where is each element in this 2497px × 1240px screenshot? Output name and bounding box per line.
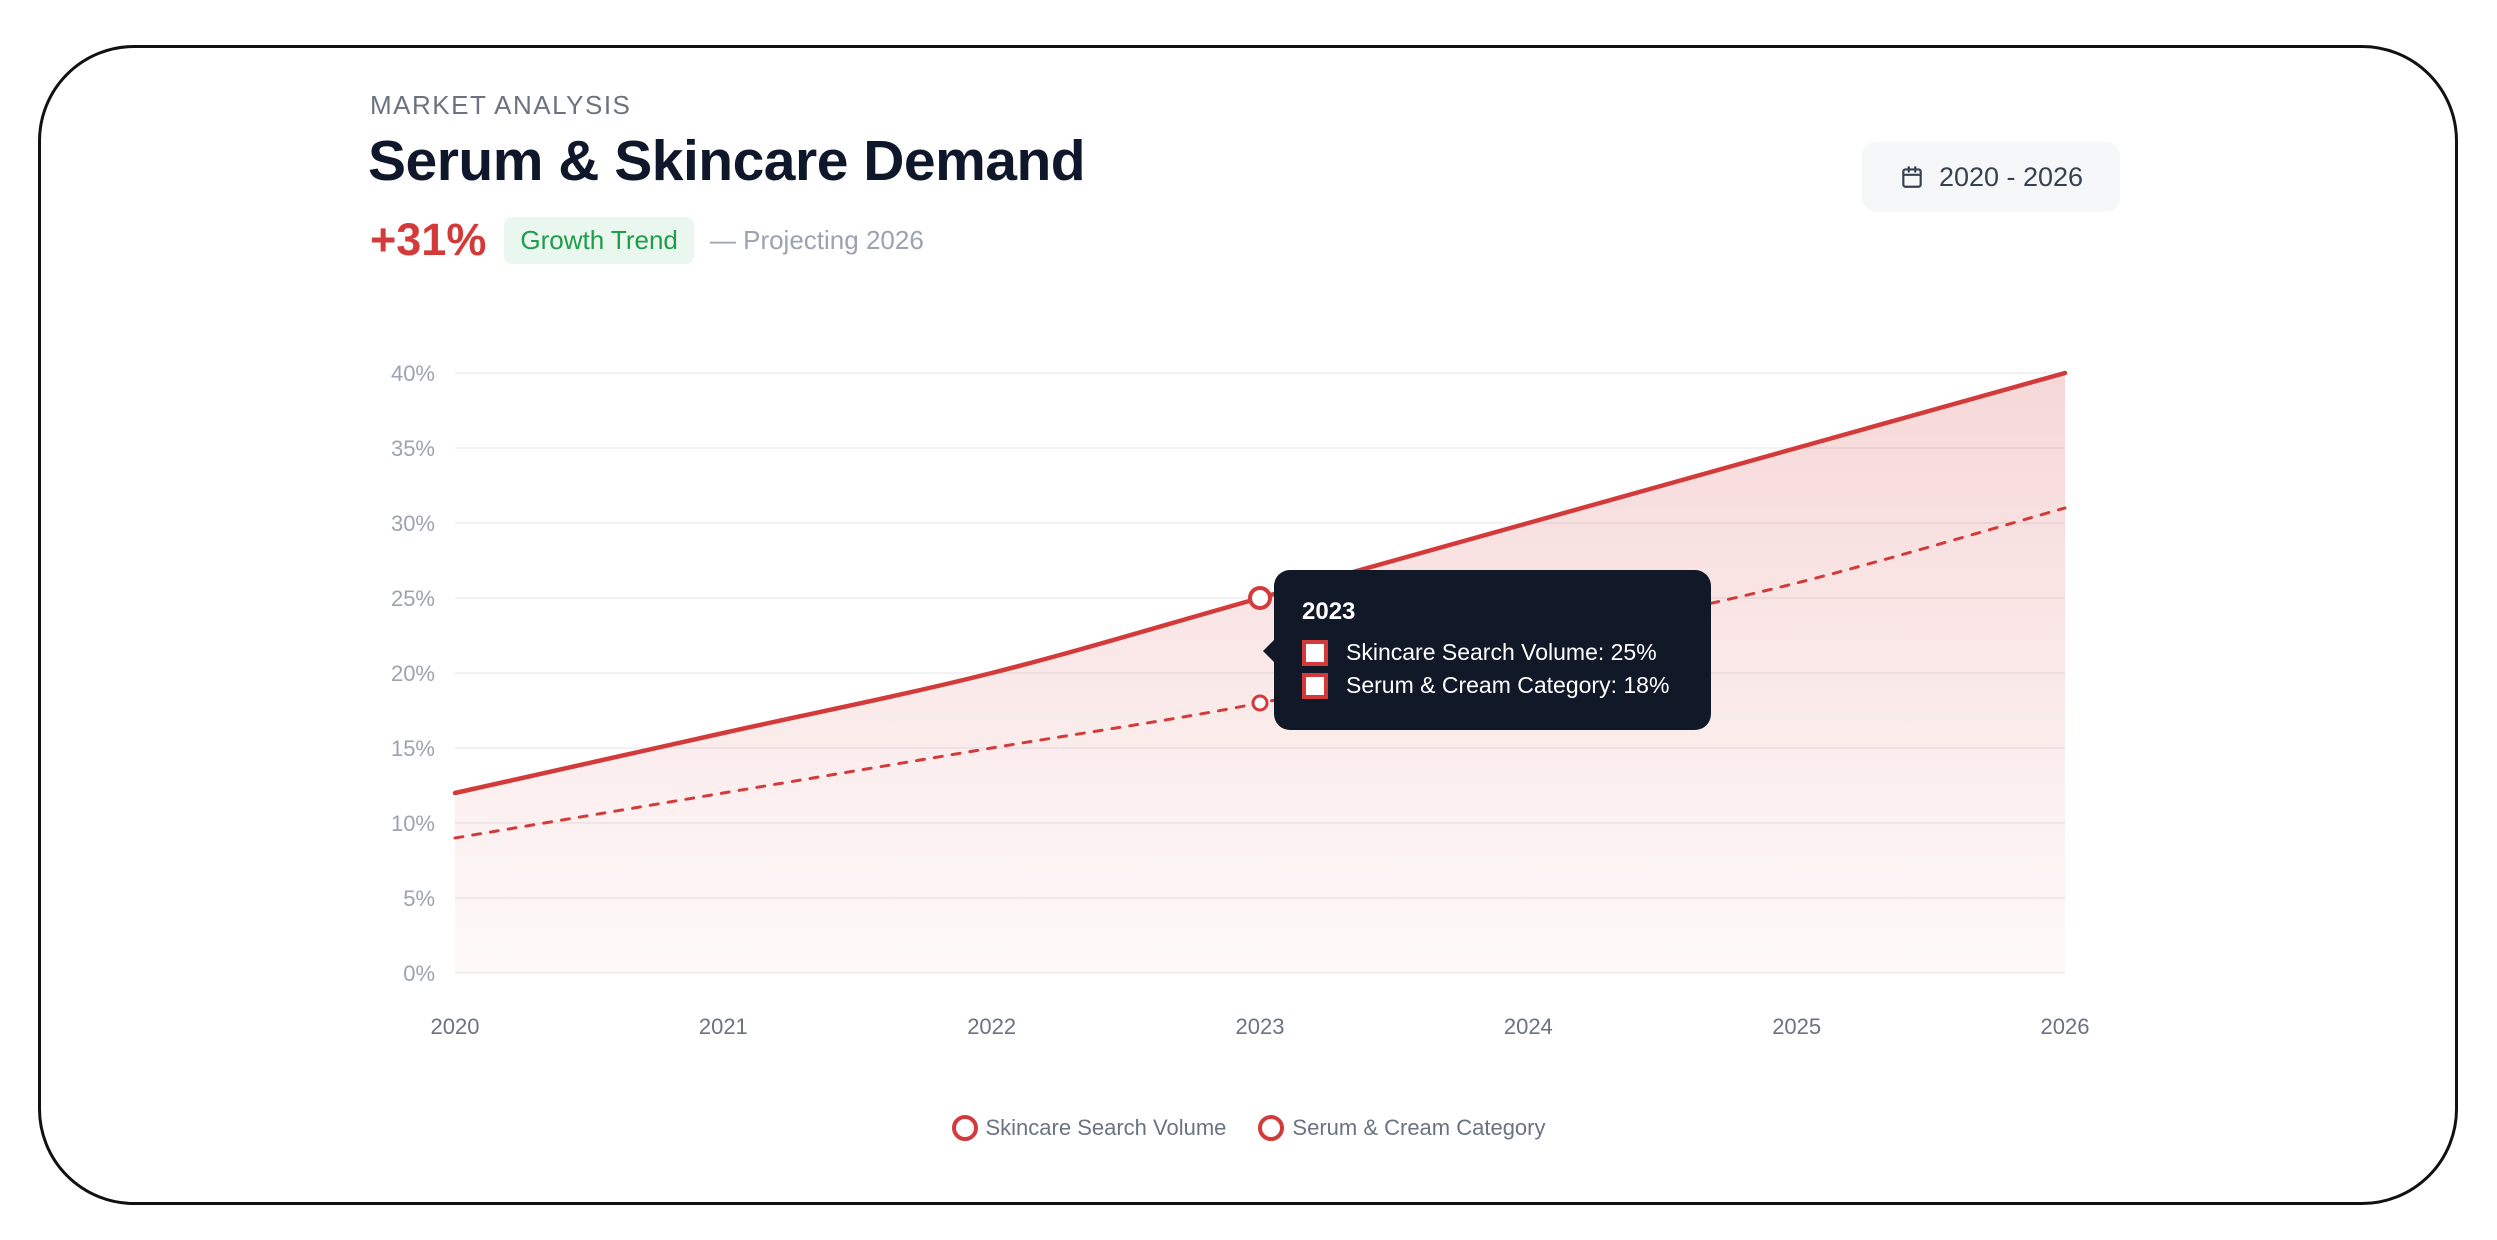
growth-value: +31%	[370, 214, 487, 265]
legend-marker	[951, 1115, 978, 1141]
y-tick-label: 30%	[391, 511, 435, 536]
tooltip-row: Serum & Cream Category: 18%	[1302, 669, 1683, 702]
legend-item-serum-category[interactable]: Serum & Cream Category	[1258, 1115, 1546, 1141]
tooltip-row-text: Skincare Search Volume: 25%	[1346, 639, 1657, 665]
section-eyebrow: MARKET ANALYSIS	[370, 90, 632, 120]
highlighted-point[interactable]	[1251, 694, 1269, 712]
growth-badge: Growth Trend	[504, 216, 694, 264]
y-tick-label: 0%	[403, 961, 435, 986]
tooltip-row-text: Serum & Cream Category: 18%	[1346, 672, 1670, 698]
x-tick-label: 2025	[1772, 1014, 1821, 1039]
x-tick-label: 2022	[967, 1014, 1016, 1039]
highlighted-point[interactable]	[1248, 586, 1272, 610]
y-tick-label: 15%	[391, 736, 435, 761]
calendar-icon	[1902, 166, 1922, 188]
y-tick-label: 35%	[391, 436, 435, 461]
y-tick-label: 25%	[391, 586, 435, 611]
chart-legend: Skincare Search Volume Serum & Cream Cat…	[0, 1115, 2497, 1141]
series-area-fill	[455, 373, 2065, 973]
x-tick-label: 2021	[699, 1014, 748, 1039]
x-tick-label: 2023	[1236, 1014, 1285, 1039]
date-range-button[interactable]: 2020 - 2026	[1862, 142, 2120, 212]
x-tick-label: 2020	[431, 1014, 480, 1039]
y-tick-label: 20%	[391, 661, 435, 686]
growth-note: — Projecting 2026	[709, 224, 924, 255]
date-range-label: 2020 - 2026	[1938, 161, 2084, 192]
legend-label: Skincare Search Volume	[985, 1115, 1227, 1140]
legend-marker	[1258, 1115, 1285, 1141]
tooltip-title: 2023	[1302, 598, 1356, 625]
legend-item-search-volume[interactable]: Skincare Search Volume	[951, 1115, 1227, 1141]
y-tick-label: 40%	[391, 361, 435, 386]
y-tick-label: 5%	[403, 886, 435, 911]
chart-tooltip: 2023 Skincare Search Volume: 25% Serum &…	[1263, 570, 1711, 730]
growth-stat-row: +31% Growth Trend — Projecting 2026	[370, 212, 924, 268]
tooltip-swatch	[1302, 639, 1328, 666]
x-tick-label: 2024	[1504, 1014, 1553, 1039]
tooltip-swatch	[1302, 672, 1328, 699]
page-title: Serum & Skincare Demand	[368, 129, 1086, 193]
tooltip-row: Skincare Search Volume: 25%	[1302, 636, 1683, 669]
legend-label: Serum & Cream Category	[1292, 1115, 1546, 1140]
x-tick-label: 2026	[2041, 1014, 2090, 1039]
y-tick-label: 10%	[391, 811, 435, 836]
